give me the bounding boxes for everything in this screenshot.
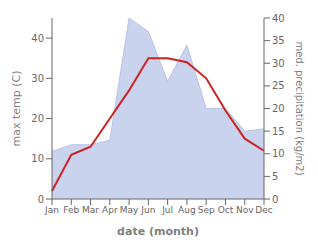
svg-text:Apr: Apr	[102, 205, 118, 215]
svg-text:0: 0	[38, 194, 44, 205]
svg-text:10: 10	[31, 153, 44, 164]
svg-text:10: 10	[272, 148, 285, 159]
svg-text:Nov: Nov	[236, 205, 254, 215]
svg-text:Jun: Jun	[140, 205, 155, 215]
svg-text:May: May	[120, 205, 139, 215]
svg-text:5: 5	[272, 171, 278, 182]
svg-text:Oct: Oct	[218, 205, 234, 215]
svg-text:35: 35	[272, 35, 285, 46]
svg-text:0: 0	[272, 194, 278, 205]
svg-text:Dec: Dec	[255, 205, 272, 215]
svg-text:date (month): date (month)	[117, 225, 199, 238]
svg-text:med. precipitation (kg/m2): med. precipitation (kg/m2)	[294, 41, 305, 175]
svg-text:30: 30	[272, 58, 285, 69]
svg-text:Sep: Sep	[198, 205, 215, 215]
svg-text:30: 30	[31, 73, 44, 84]
svg-text:Jan: Jan	[44, 205, 59, 215]
svg-text:25: 25	[272, 80, 285, 91]
svg-text:15: 15	[272, 126, 285, 137]
svg-text:Feb: Feb	[63, 205, 79, 215]
svg-text:Jul: Jul	[161, 205, 173, 215]
svg-text:40: 40	[31, 33, 44, 44]
svg-text:Mar: Mar	[82, 205, 99, 215]
svg-text:20: 20	[272, 103, 285, 114]
svg-text:40: 40	[272, 13, 285, 24]
svg-text:Aug: Aug	[178, 205, 196, 215]
svg-text:20: 20	[31, 113, 44, 124]
svg-text:max temp (C): max temp (C)	[10, 70, 23, 146]
